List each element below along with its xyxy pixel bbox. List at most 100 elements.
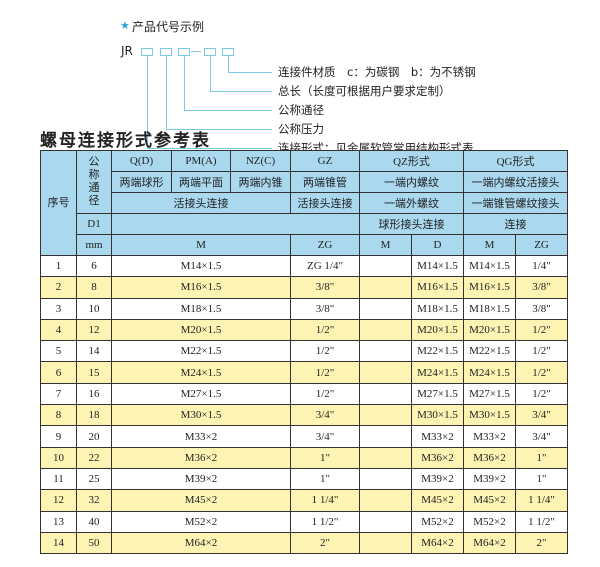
code-box-material <box>222 48 234 56</box>
header-seq-label: 序号 <box>47 196 70 209</box>
cell-dn: 25 <box>76 467 112 491</box>
header-cell: ZG <box>290 234 360 256</box>
nut-connection-table: 序号 公称通径 Q(D) PM(A) NZ(C) GZ QZ形式 QG形式 两端… <box>40 150 569 555</box>
cell-qz-d: M27×1.5 <box>410 382 465 406</box>
cell-dn: 8 <box>76 276 112 299</box>
leader-line <box>184 110 272 111</box>
header-dn: 公称通径 <box>76 150 112 214</box>
cell-qz-d: M64×2 <box>410 531 465 555</box>
cell-dn: 6 <box>76 254 112 278</box>
cell-seq: 6 <box>40 361 77 384</box>
cell-gz: 1/2" <box>290 361 360 384</box>
cell-m: M64×2 <box>111 531 291 555</box>
header-cell: 两端内锥 <box>230 171 291 193</box>
cell-dn: 22 <box>76 446 112 469</box>
cell-qz-d: M30×1.5 <box>410 404 465 427</box>
cell-gz: 3/4" <box>290 404 360 427</box>
header-cell: 活接头连接 <box>290 192 360 214</box>
cell-qz-d: M22×1.5 <box>410 340 465 363</box>
star-icon: ★ <box>120 19 130 32</box>
table-row: 13 40 M52×2 1 1/2" M52×2 M52×2 1 1/2" <box>40 510 569 533</box>
cell-m: M24×1.5 <box>111 361 291 384</box>
cell-m: M20×1.5 <box>111 318 291 342</box>
table-row: 12 32 M45×2 1 1/4" M45×2 M45×2 1 1/4" <box>40 489 569 512</box>
cell-qg-zg: 3/4" <box>515 404 569 427</box>
cell-qz-m <box>359 531 412 555</box>
cell-qg-zg: 3/4" <box>515 425 569 448</box>
cell-dn: 14 <box>76 340 112 363</box>
table-row: 9 20 M33×2 3/4" M33×2 M33×2 3/4" <box>40 425 569 448</box>
cell-qg-zg: 1 1/4" <box>515 489 569 512</box>
cell-seq: 11 <box>40 467 77 491</box>
code-box-pressure <box>160 48 172 56</box>
table-row: 2 8 M16×1.5 3/8" M16×1.5 M16×1.5 3/8" <box>40 276 569 299</box>
header-unit: mm <box>76 234 112 256</box>
header-seq: 序号 <box>40 150 77 256</box>
cell-qg-zg: 1/2" <box>515 361 569 384</box>
header-cell: M <box>111 234 291 256</box>
cell-qz-d: M52×2 <box>410 510 465 533</box>
cell-qg-m: M52×2 <box>463 510 517 533</box>
header-cell: M <box>359 234 412 256</box>
cell-m: M36×2 <box>111 446 291 469</box>
table-row: 14 50 M64×2 2" M64×2 M64×2 2" <box>40 531 569 555</box>
cell-qz-d: M24×1.5 <box>410 361 465 384</box>
cell-m: M33×2 <box>111 425 291 448</box>
header-cell: 一端内螺纹 <box>358 171 465 193</box>
cell-qg-m: M27×1.5 <box>463 382 517 406</box>
header-cell: 一端内螺纹活接头 <box>463 171 569 193</box>
cell-m: M18×1.5 <box>111 297 291 320</box>
leader-line <box>147 148 272 149</box>
cell-m: M22×1.5 <box>111 340 291 363</box>
header-cell: ZG <box>515 234 569 256</box>
cell-dn: 18 <box>76 404 112 427</box>
cell-m: M14×1.5 <box>111 254 291 278</box>
cell-dn: 15 <box>76 361 112 384</box>
leader-line <box>210 91 272 92</box>
cell-dn: 32 <box>76 489 112 512</box>
cell-qz-m <box>359 318 412 342</box>
cell-qg-m: M22×1.5 <box>463 340 517 363</box>
code-box-length <box>204 48 216 56</box>
header-qz: QZ形式 <box>358 150 465 172</box>
cell-gz: 1 1/4" <box>290 489 360 512</box>
cell-qg-m: M18×1.5 <box>463 297 517 320</box>
table-row: 1 6 M14×1.5 ZG 1/4" M14×1.5 M14×1.5 1/4" <box>40 254 569 278</box>
cell-qg-m: M20×1.5 <box>463 318 517 342</box>
leader-line <box>166 56 167 129</box>
cell-dn: 20 <box>76 425 112 448</box>
header-dn-label: 公称通径 <box>88 156 100 207</box>
cell-qz-d: M33×2 <box>410 425 465 448</box>
cell-qg-m: M16×1.5 <box>463 276 517 299</box>
cell-seq: 2 <box>40 276 77 299</box>
cell-seq: 8 <box>40 404 77 427</box>
cell-qg-m: M39×2 <box>463 467 517 491</box>
header-cell: 一端外螺纹 <box>358 192 465 214</box>
cell-qg-zg: 3/8" <box>515 297 569 320</box>
table-row: 11 25 M39×2 1" M39×2 M39×2 1" <box>40 467 569 491</box>
cell-qz-d: M16×1.5 <box>410 276 465 299</box>
header-cell: 连接 <box>463 213 569 235</box>
cell-qg-m: M36×2 <box>463 446 517 469</box>
cell-qz-m <box>359 446 412 469</box>
cell-qz-m <box>359 425 412 448</box>
table-row: 7 16 M27×1.5 1/2" M27×1.5 M27×1.5 1/2" <box>40 382 569 406</box>
cell-qg-zg: 3/8" <box>515 276 569 299</box>
cell-qg-m: M64×2 <box>463 531 517 555</box>
cell-qz-d: M36×2 <box>410 446 465 469</box>
header-cell: 活接头连接 <box>111 192 291 214</box>
cell-qz-m <box>359 467 412 491</box>
code-prefix: JR <box>121 44 133 58</box>
table-row: 5 14 M22×1.5 1/2" M22×1.5 M22×1.5 1/2" <box>40 340 569 363</box>
cell-seq: 10 <box>40 446 77 469</box>
cell-dn: 40 <box>76 510 112 533</box>
cell-gz: 2" <box>290 531 360 555</box>
diagram-title: 产品代号示例 <box>132 20 205 34</box>
cell-qg-m: M33×2 <box>463 425 517 448</box>
cell-m: M52×2 <box>111 510 291 533</box>
cell-seq: 14 <box>40 531 77 555</box>
cell-gz: ZG 1/4" <box>290 254 360 278</box>
table-title: 螺母连接形式参考表 <box>40 131 211 151</box>
cell-dn: 10 <box>76 297 112 320</box>
cell-gz: 1" <box>290 446 360 469</box>
